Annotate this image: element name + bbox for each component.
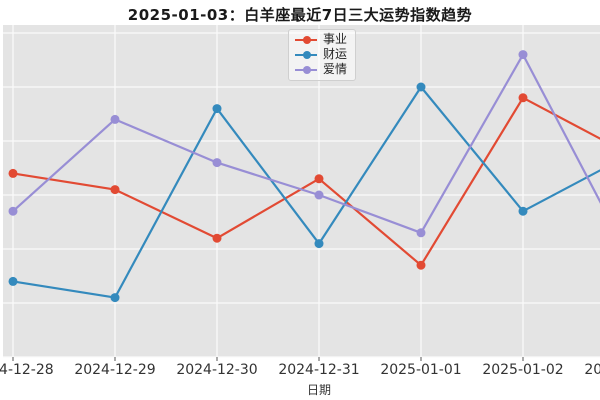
series-point-career	[314, 174, 324, 184]
legend-label: 爱情	[323, 62, 348, 76]
x-tick-label: 2024-12-31	[278, 362, 360, 378]
series-point-love	[212, 158, 222, 168]
series-point-love	[518, 50, 528, 60]
x-tick-label: 2024-12-28	[0, 362, 54, 378]
series-point-love	[110, 114, 120, 124]
legend-item-love: 爱情	[295, 63, 347, 76]
series-point-wealth	[314, 239, 324, 249]
series-point-wealth	[8, 276, 18, 286]
series-point-wealth	[110, 293, 120, 303]
x-tick-label: 2024-12-30	[176, 362, 258, 378]
series-point-career	[110, 185, 120, 195]
x-tick-label: 2025-01-03	[584, 362, 600, 378]
x-axis-title: 日期	[306, 383, 332, 397]
series-point-career	[518, 93, 528, 103]
series-point-love	[314, 190, 324, 200]
legend: 事业 财运 爱情	[288, 29, 357, 81]
legend-item-wealth: 财运	[295, 48, 347, 61]
series-point-career	[416, 260, 426, 270]
series-point-wealth	[212, 104, 222, 114]
series-point-wealth	[518, 206, 528, 216]
legend-label: 财运	[323, 47, 348, 61]
x-tick-label: 2024-12-29	[74, 362, 156, 378]
x-tick-label: 2025-01-01	[380, 362, 462, 378]
legend-line-marker-icon	[295, 35, 317, 44]
legend-item-career: 事业	[295, 33, 347, 46]
series-point-career	[212, 233, 222, 243]
series-point-love	[8, 206, 18, 216]
legend-label: 事业	[323, 32, 348, 46]
chart-title: 2025-01-03：白羊座最近7日三大运势指数趋势	[127, 6, 473, 24]
x-tick-label: 2025-01-02	[482, 362, 564, 378]
series-point-love	[416, 228, 426, 238]
series-point-wealth	[416, 82, 426, 92]
legend-line-marker-icon	[295, 65, 317, 74]
series-point-career	[8, 168, 18, 178]
legend-line-marker-icon	[295, 50, 317, 59]
